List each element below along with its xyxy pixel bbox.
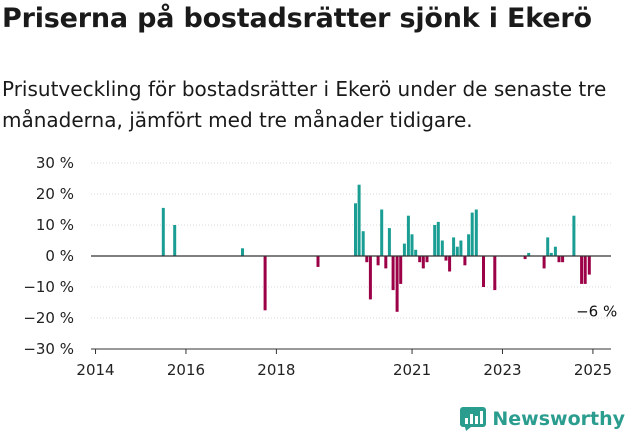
bar xyxy=(395,256,399,312)
bar xyxy=(557,256,561,263)
bar xyxy=(455,246,459,256)
bar xyxy=(316,256,320,267)
bar xyxy=(399,256,403,284)
bar xyxy=(354,203,357,256)
bar xyxy=(474,209,478,256)
newsworthy-logo-icon xyxy=(460,407,487,431)
bar xyxy=(463,256,467,266)
bar xyxy=(553,246,557,256)
bar xyxy=(414,249,418,256)
brand-name: Newsworthy xyxy=(492,408,625,430)
bar xyxy=(161,207,165,256)
bar xyxy=(263,256,267,311)
x-tick-label: 2025 xyxy=(574,361,612,379)
y-tick-label: −30 % xyxy=(23,340,74,358)
x-tick-label: 2016 xyxy=(167,361,205,379)
y-tick-label: 20 % xyxy=(36,185,74,203)
bar xyxy=(365,256,369,263)
bars xyxy=(161,184,591,312)
newsworthy-brand[interactable]: Newsworthy xyxy=(460,407,625,431)
bar xyxy=(572,215,576,256)
bar xyxy=(433,225,437,256)
bar xyxy=(418,256,422,263)
bar xyxy=(549,252,553,256)
bar xyxy=(493,256,497,291)
bar xyxy=(587,256,591,275)
bar xyxy=(376,256,380,266)
bar xyxy=(173,225,177,256)
bar xyxy=(561,256,565,263)
bar xyxy=(384,256,388,269)
bar xyxy=(391,256,395,291)
bar xyxy=(580,256,584,284)
y-tick-label: 0 % xyxy=(45,247,74,265)
bar xyxy=(459,240,463,256)
x-tick-label: 2021 xyxy=(393,361,431,379)
bar xyxy=(444,256,448,261)
bar xyxy=(448,256,452,272)
y-tick-label: 10 % xyxy=(36,216,74,234)
last-value-annotation: −6 % xyxy=(576,303,617,321)
y-tick-label: −20 % xyxy=(23,309,74,327)
chart-subtitle: Prisutveckling för bostadsrätter i Ekerö… xyxy=(2,77,607,132)
y-tick-label: 30 % xyxy=(36,154,74,172)
bar xyxy=(546,237,550,256)
bar xyxy=(387,228,391,256)
x-tick-label: 2018 xyxy=(257,361,295,379)
x-tick-label: 2023 xyxy=(483,361,521,379)
bar xyxy=(357,184,361,256)
bar xyxy=(425,256,429,263)
bar xyxy=(523,256,527,260)
bar xyxy=(368,256,372,300)
axes xyxy=(91,255,611,354)
bar xyxy=(470,212,474,256)
tick-labels: 30 % 20 % 10 % 0 % −10 % −20 % −30 %2014 2016 20… xyxy=(23,154,617,379)
bar xyxy=(583,256,587,284)
bar xyxy=(380,209,384,256)
bar xyxy=(482,256,485,287)
bar xyxy=(542,256,546,269)
bar xyxy=(527,252,531,256)
bar xyxy=(467,234,471,256)
chart-title: Priserna på bostadsrätter sjönk i Ekerö xyxy=(2,3,592,34)
bar xyxy=(436,221,440,256)
bar xyxy=(452,237,456,256)
x-tick-label: 2014 xyxy=(76,361,114,379)
bar xyxy=(361,231,365,256)
y-tick-label: −10 % xyxy=(23,278,74,296)
bar xyxy=(421,256,425,269)
bar xyxy=(402,243,406,256)
bar xyxy=(241,248,244,257)
bar xyxy=(410,234,414,256)
bar xyxy=(406,215,410,256)
bar xyxy=(440,240,444,256)
